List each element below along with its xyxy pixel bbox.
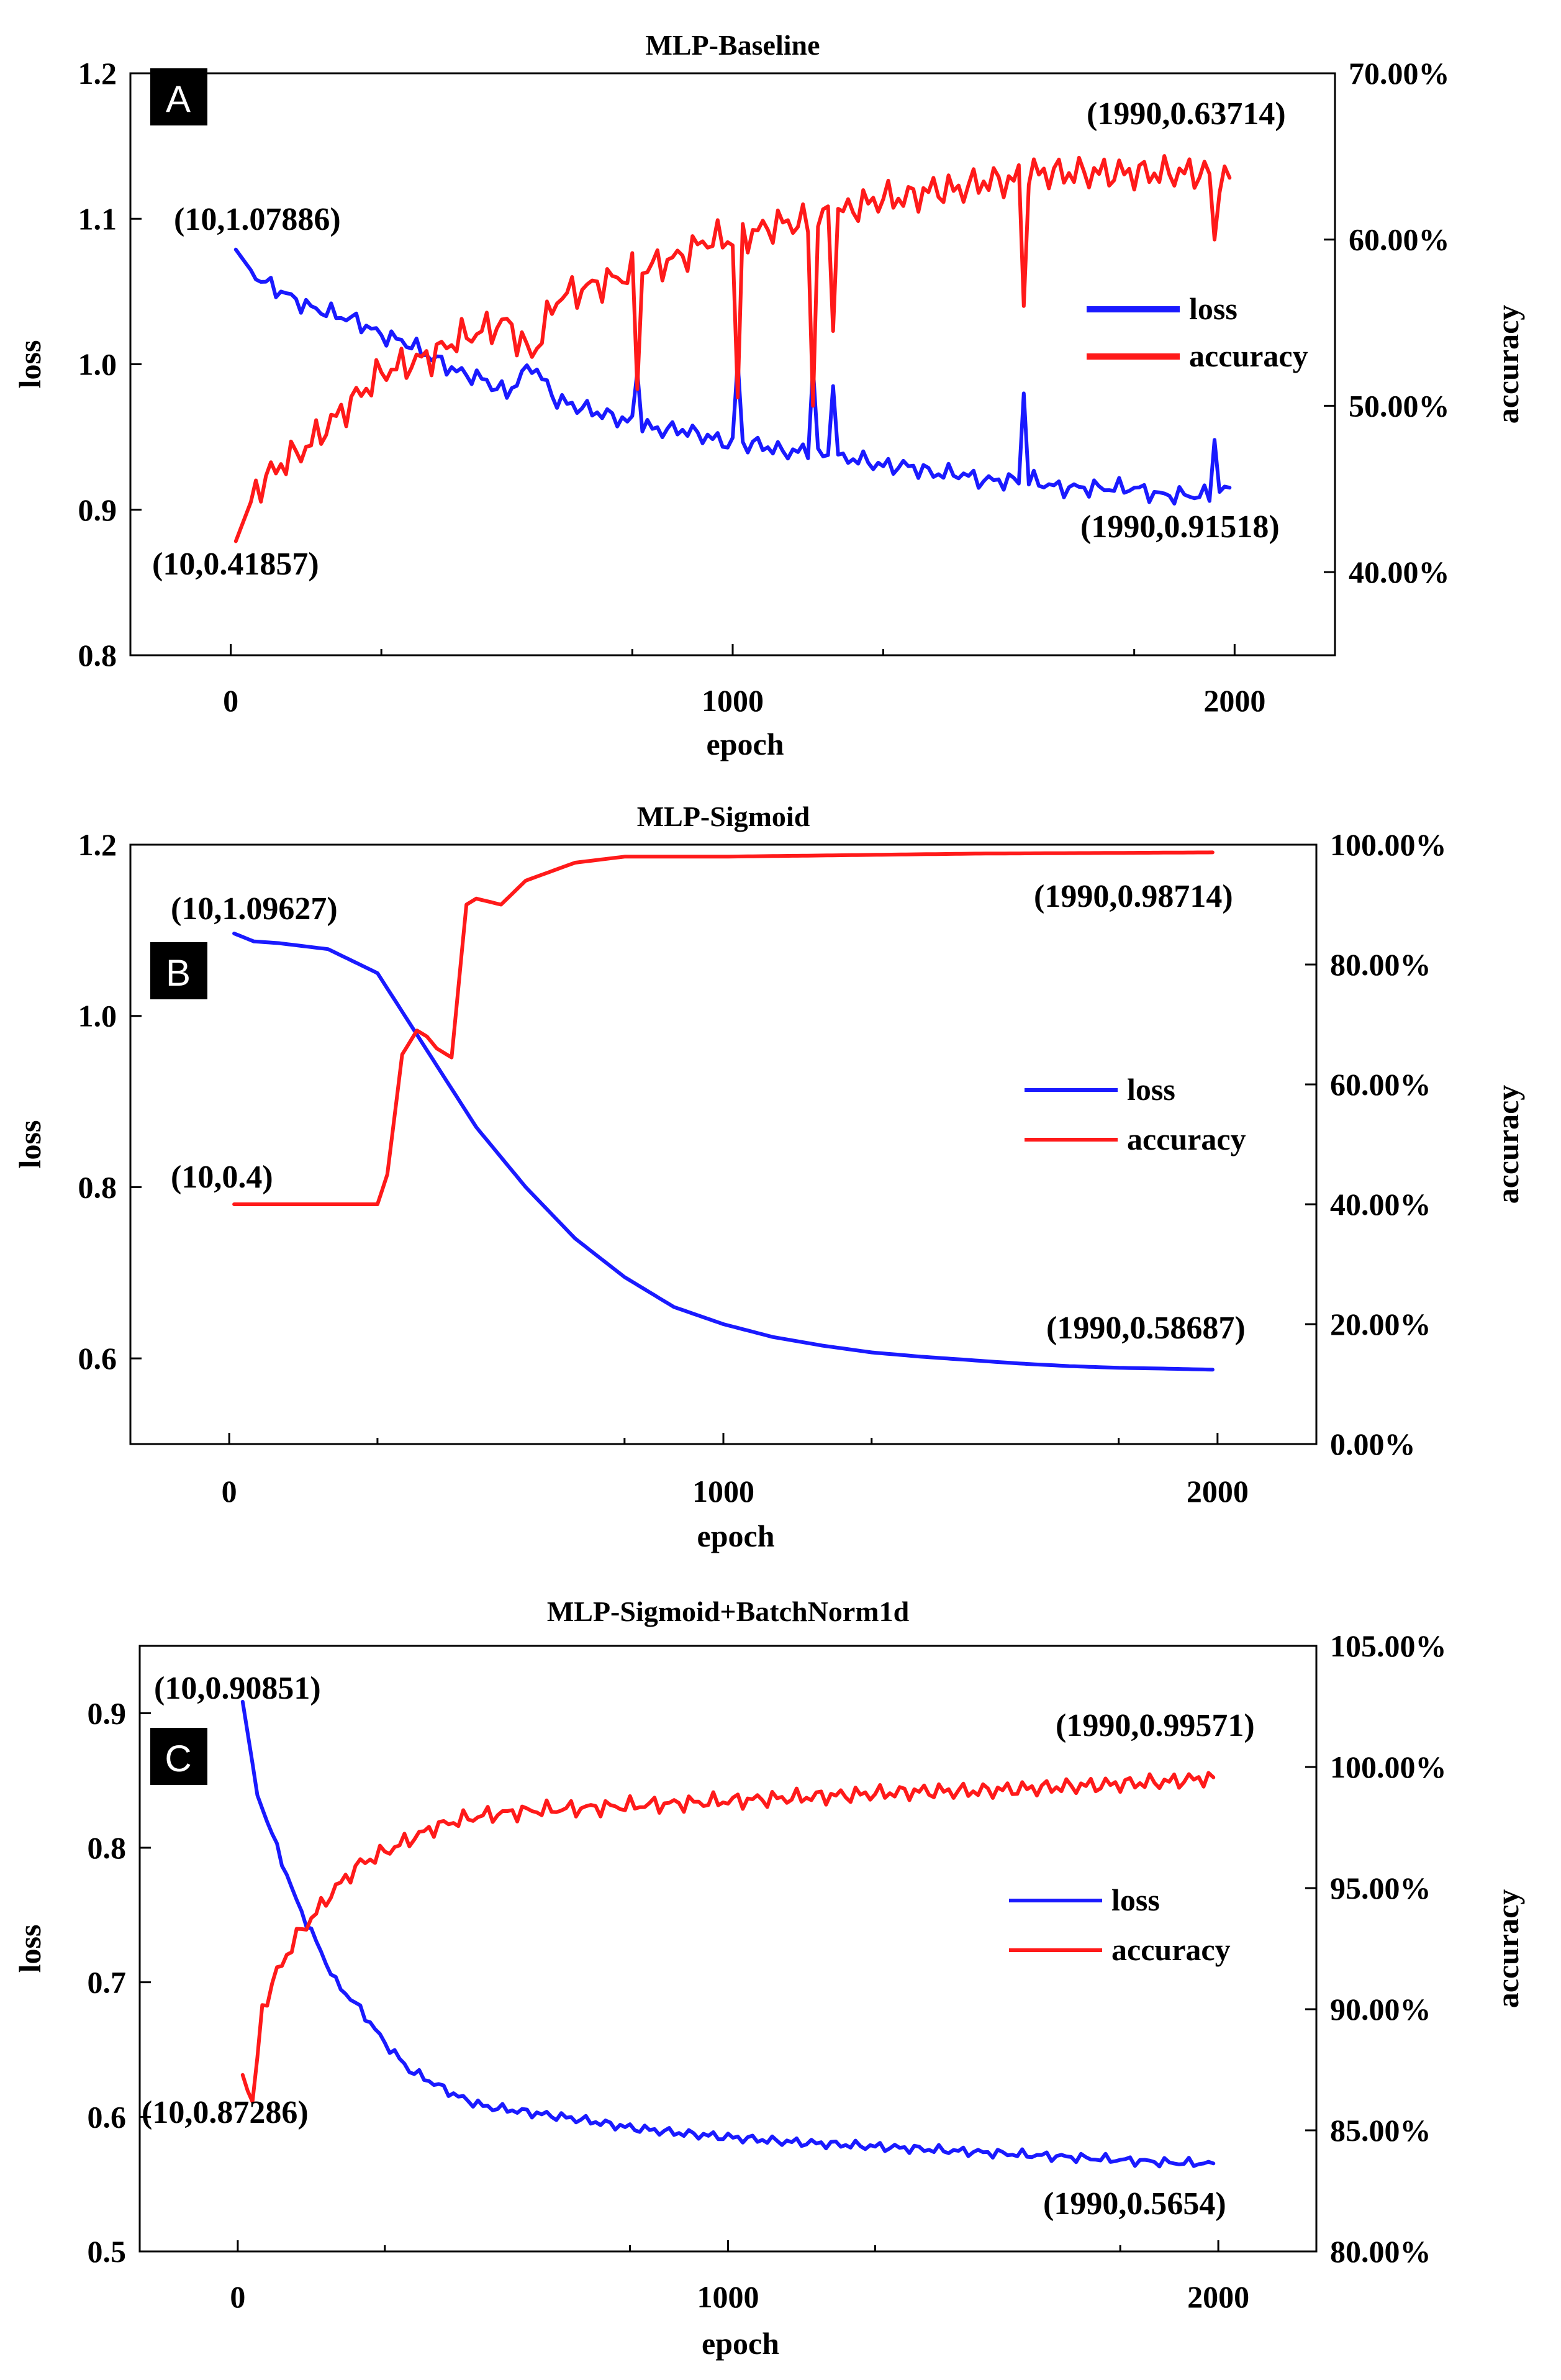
annotation-loss-start: (10,0.90851)	[154, 1671, 321, 1706]
legend-label-accuracy: accuracy	[1111, 1932, 1231, 1967]
y2-tick-label: 85.00%	[1330, 2113, 1431, 2148]
chart-title: MLP-Baseline	[645, 29, 820, 61]
x-axis-label: epoch	[702, 2326, 779, 2361]
y2-tick-label: 20.00%	[1330, 1307, 1431, 1342]
annotation-acc-start: (10,0.4)	[171, 1160, 273, 1195]
annotation-acc-end: (1990,0.99571)	[1056, 1708, 1255, 1743]
annotation-loss-end: (1990,0.58687)	[1046, 1310, 1246, 1346]
x-tick-label: 2000	[1203, 683, 1265, 718]
panel-badge-box	[150, 1728, 207, 1785]
y2-tick-label: 100.00%	[1330, 827, 1447, 862]
y-tick-label: 0.8	[78, 638, 117, 673]
y-tick-label: 1.1	[78, 201, 117, 236]
chart-title: MLP-Sigmoid+BatchNorm1d	[547, 1596, 910, 1627]
x-tick-label: 0	[223, 683, 238, 718]
panel-badge-letter: A	[166, 78, 191, 120]
y2-tick-label: 60.00%	[1330, 1067, 1431, 1102]
y-tick-label: 1.2	[78, 827, 117, 862]
y-tick-label: 0.7	[88, 1965, 127, 2000]
annotation-loss-end: (1990,0.5654)	[1043, 2186, 1226, 2222]
panel-badge: C	[150, 1728, 207, 1785]
series-line-loss	[233, 247, 1232, 506]
y-axis-label: loss	[12, 1925, 47, 1973]
x-tick-label: 0	[230, 2279, 245, 2314]
legend-label-loss: loss	[1111, 1883, 1160, 1917]
annotation-acc-end: (1990,0.63714)	[1087, 96, 1286, 132]
panel-badge-letter: B	[166, 952, 191, 994]
y-tick-label: 0.9	[88, 1696, 127, 1730]
panel-badge: A	[150, 68, 207, 125]
y2-tick-label: 95.00%	[1330, 1871, 1431, 1905]
y-tick-label: 1.0	[78, 347, 117, 382]
legend: loss accuracy	[1087, 291, 1308, 373]
annotation-loss-end: (1990,0.91518)	[1080, 509, 1280, 545]
x-tick-label: 1000	[692, 1474, 754, 1509]
y-tick-label: 0.8	[88, 1830, 127, 1865]
y-tick-label: 1.2	[78, 56, 117, 91]
x-tick-label: 1000	[697, 2279, 759, 2314]
chart-title: MLP-Sigmoid	[637, 801, 810, 832]
series-line-accuracy	[240, 1771, 1216, 2104]
y-tick-label: 0.6	[78, 1341, 117, 1376]
y2-tick-label: 70.00%	[1349, 56, 1450, 91]
y2-tick-label: 0.00%	[1330, 1427, 1416, 1461]
x-axis-label: epoch	[697, 1519, 775, 1553]
series-line-accuracy	[232, 850, 1215, 1206]
legend-label-loss: loss	[1127, 1072, 1175, 1107]
x-tick-label: 1000	[702, 683, 764, 718]
y2-tick-label: 40.00%	[1349, 555, 1450, 589]
x-tick-label: 2000	[1187, 1474, 1249, 1509]
annotation-loss-start: (10,1.07886)	[174, 202, 341, 237]
y2-axis-label: accuracy	[1490, 1085, 1525, 1204]
x-tick-label: 2000	[1187, 2279, 1249, 2314]
y2-tick-label: 80.00%	[1330, 947, 1431, 982]
series-line-loss	[240, 1699, 1216, 2169]
y2-tick-label: 60.00%	[1349, 222, 1450, 257]
panel-badge: B	[150, 942, 207, 999]
legend-label-loss: loss	[1189, 291, 1237, 326]
y2-axis-label: accuracy	[1490, 305, 1525, 424]
legend: loss accuracy	[1009, 1883, 1231, 1967]
y2-tick-label: 105.00%	[1330, 1628, 1447, 1663]
x-axis-label: epoch	[707, 727, 784, 761]
y-axis-label: loss	[12, 340, 47, 389]
y-tick-label: 1.0	[78, 999, 117, 1033]
series-line-loss	[232, 932, 1215, 1372]
y-tick-label: 0.9	[78, 493, 117, 527]
y2-tick-label: 40.00%	[1330, 1187, 1431, 1222]
panel-c: MLP-Sigmoid+BatchNorm1d 0 1000 2000 0.5 0.6 0.…	[12, 1596, 1525, 2361]
y2-tick-label: 80.00%	[1330, 2234, 1431, 2269]
y-tick-label: 0.6	[88, 2099, 127, 2134]
panel-b: MLP-Sigmoid 0 1000 2000 0.6 0.8 1.0 1.2 0.00% 20.…	[12, 801, 1525, 1553]
y2-axis-label: accuracy	[1490, 1889, 1525, 2009]
legend-label-accuracy: accuracy	[1189, 338, 1308, 373]
y2-tick-label: 100.00%	[1330, 1750, 1447, 1784]
annotation-acc-end: (1990,0.98714)	[1034, 879, 1233, 914]
y-tick-label: 0.8	[78, 1170, 117, 1204]
y-tick-label: 0.5	[88, 2234, 127, 2269]
panel-badge-box	[150, 68, 207, 125]
annotation-acc-start: (10,0.87286)	[142, 2095, 309, 2130]
series-line-accuracy	[233, 154, 1232, 543]
panel-badge-box	[150, 942, 207, 999]
annotation-acc-start: (10,0.41857)	[152, 547, 319, 582]
legend: loss accuracy	[1025, 1072, 1246, 1156]
panel-a: MLP-Baseline 0 1000 2000 0.8 0.9 1.0 1.1 1.2 40.0…	[12, 29, 1525, 761]
legend-label-accuracy: accuracy	[1127, 1122, 1246, 1156]
annotation-loss-start: (10,1.09627)	[171, 891, 338, 927]
y2-tick-label: 90.00%	[1330, 1992, 1431, 2027]
x-tick-label: 0	[222, 1474, 237, 1509]
y-axis-label: loss	[12, 1120, 47, 1169]
panel-badge-letter: C	[165, 1738, 191, 1779]
y2-tick-label: 50.00%	[1349, 388, 1450, 423]
